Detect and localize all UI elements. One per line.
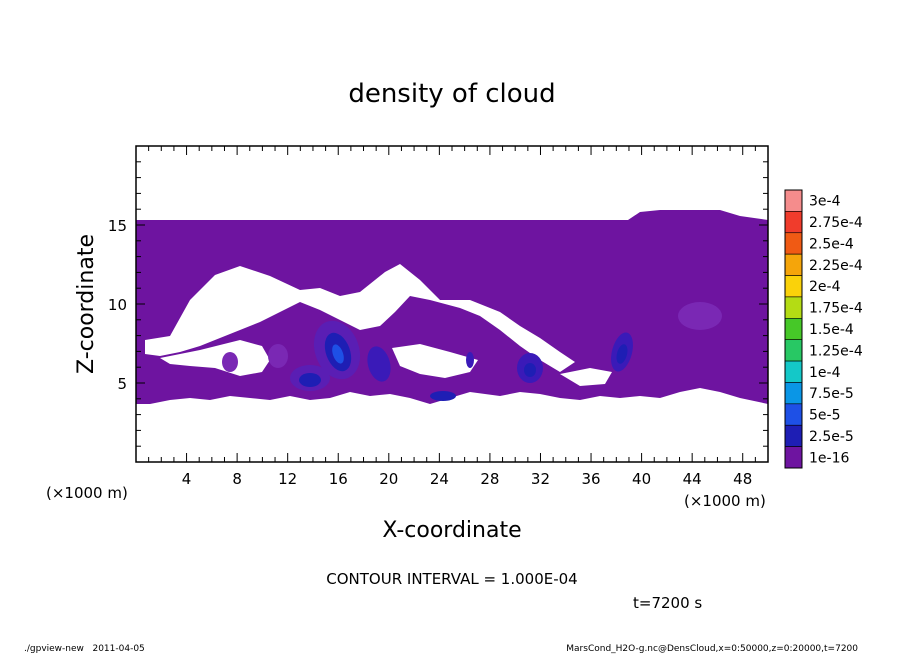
colorbar-label: 1e-16 (809, 450, 849, 466)
x-tick-label: 48 (733, 470, 752, 488)
x-tick-label: 24 (430, 470, 449, 488)
colorbar-label: 2.5e-4 (809, 236, 854, 252)
cell-x7 (222, 352, 238, 372)
colorbar-swatch (784, 318, 803, 340)
colorbar-swatch (784, 189, 803, 212)
colorbar-label: 1.5e-4 (809, 322, 854, 338)
colorbar-swatch (784, 339, 803, 362)
cell-x16-core (332, 344, 344, 364)
x-tick-label: 4 (182, 470, 192, 488)
cell-x31-core (524, 363, 536, 377)
colorbar-label: 1.25e-4 (809, 343, 863, 359)
footer-right: MarsCond_H2O-g.nc@DensCloud,x=0:50000,z=… (566, 644, 858, 654)
x-axis-title: X-coordinate (382, 518, 521, 543)
x-unit-label-right: (×1000 m) (684, 492, 766, 510)
clear-gap-mid (392, 344, 478, 378)
colorbar-swatch (784, 253, 803, 276)
clear-gap-lower (160, 340, 270, 376)
cloud-layer (136, 210, 768, 404)
colorbar-label: 1e-4 (809, 365, 841, 381)
cell-x14-inner (299, 373, 321, 387)
colorbar-swatch (784, 232, 803, 255)
cell-x26 (466, 352, 474, 368)
x-axis-ticks: 4 8 12 16 20 24 28 32 36 40 44 48 (148, 146, 756, 488)
x-tick-label: 16 (329, 470, 348, 488)
x-tick-label: 28 (480, 470, 499, 488)
colorbar-label: 1.75e-4 (809, 301, 863, 317)
colorbar-label: 5e-5 (809, 408, 840, 424)
time-label: t=7200 s (633, 594, 702, 612)
contour-field (136, 210, 768, 404)
y-axis-title: Z-coordinate (74, 234, 99, 374)
colorbar-swatch (784, 275, 803, 298)
x-tick-label: 32 (531, 470, 550, 488)
y-tick-label: 15 (108, 217, 127, 235)
colorbar-swatch (784, 382, 803, 405)
colorbar-label: 2.5e-5 (809, 429, 854, 445)
colorbar-swatch (784, 360, 803, 383)
colorbar-label: 2.25e-4 (809, 258, 863, 274)
colorbar-label: 3e-4 (809, 194, 841, 210)
x-tick-label: 36 (581, 470, 600, 488)
colorbar-swatch (784, 424, 803, 447)
colorbar-swatch (784, 211, 803, 234)
colorbar-label: 2e-4 (809, 279, 841, 295)
x-tick-label: 12 (278, 470, 297, 488)
x-tick-label: 20 (379, 470, 398, 488)
cell-x11 (268, 344, 288, 368)
x-tick-label: 44 (683, 470, 702, 488)
contour-interval: CONTOUR INTERVAL = 1.000E-04 (326, 570, 577, 588)
y-tick-label: 5 (117, 375, 127, 393)
footer-left: ./gpview-new 2011-04-05 (24, 644, 145, 654)
colorbar-swatch (784, 403, 803, 426)
colorbar-label: 2.75e-4 (809, 215, 863, 231)
x-tick-label: 8 (232, 470, 242, 488)
colorbar-frame (784, 189, 803, 469)
dense-cells (222, 302, 722, 401)
x-unit-label-left: (×1000 m) (46, 484, 128, 502)
colorbar: 3e-4 2.75e-4 2.5e-4 2.25e-4 2e-4 1.75e-4 1.5e-… (784, 189, 863, 469)
colorbar-label: 7.5e-5 (809, 386, 854, 402)
cell-x24 (430, 391, 456, 401)
clear-gap-upper (145, 264, 575, 372)
cell-x19 (367, 346, 391, 382)
cell-x38-core (616, 344, 628, 364)
clear-gap-right (560, 368, 612, 386)
y-tick-label: 10 (108, 296, 127, 314)
colorbar-swatch (784, 296, 803, 319)
x-tick-label: 40 (632, 470, 651, 488)
y-axis-ticks: 5 10 15 (108, 161, 768, 447)
chart-title: density of cloud (348, 79, 555, 109)
colorbar-swatch (784, 446, 803, 469)
cell-x44 (678, 302, 722, 330)
